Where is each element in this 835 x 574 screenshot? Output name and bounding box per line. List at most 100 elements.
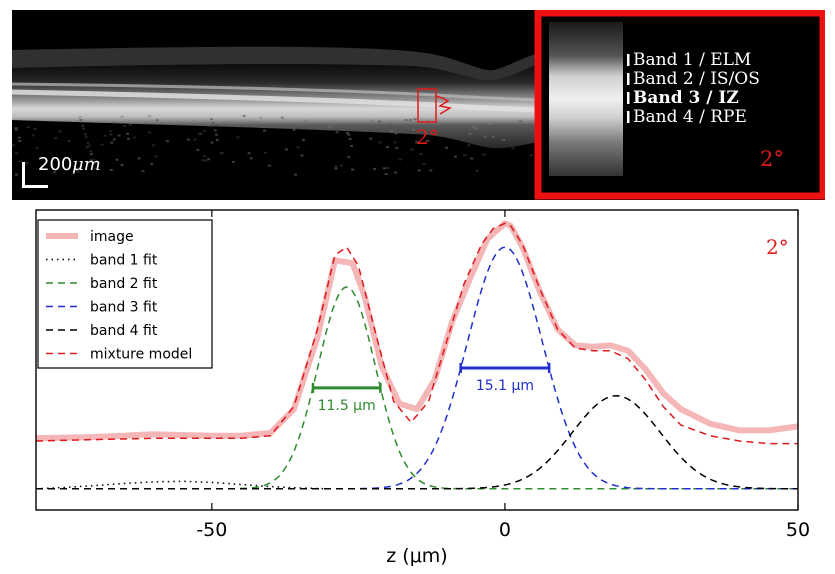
plot-frame [35,209,799,511]
speckle-dot [508,138,512,141]
scale-bar-value: 200 [38,154,72,175]
speckle-dot [491,135,495,138]
speckle-dot [369,137,373,140]
x-axis-label: z (μm) [386,545,447,567]
speckle-dot [340,164,344,167]
speckle-dot [263,129,267,132]
speckle-dot [394,132,398,135]
speckle-dot [207,158,211,161]
speckle-dot [79,119,83,122]
speckle-dot [76,170,80,173]
x-tick-label: -50 [196,519,227,541]
speckle-dot [369,119,373,122]
speckle-dot [89,153,93,156]
speckle-dot [378,120,382,123]
speckle-dot [128,123,132,126]
speckle-dot [203,155,207,158]
inset-band-3-label: Band 3 / IZ [633,88,739,108]
speckle-dot [472,126,476,128]
speckle-dot [100,143,104,146]
speckle-dot [215,133,218,136]
speckle-dot [529,154,533,157]
speckle-dot [112,122,116,125]
speckle-dot [54,137,58,140]
speckle-dot [280,116,284,119]
speckle-dot [394,171,397,174]
speckle-dot [408,131,412,134]
speckle-dot [334,165,338,168]
roi-box [417,88,437,123]
speckle-dot [33,127,37,130]
inset-band-1-label: Band 1 / ELM [633,50,751,70]
speckle-dot [292,128,296,131]
speckle-dot [108,130,112,133]
speckle-dot [91,158,95,161]
speckle-dot [393,141,397,144]
speckle-dot [12,144,16,147]
inset-label: 2° [760,147,784,171]
speckle-dot [422,162,426,165]
x-tick-label: 50 [786,519,810,541]
scale-bar: 200 μm [22,154,101,188]
speckle-dot [196,148,200,151]
speckle-dot [482,153,486,156]
speckle-dot [152,144,156,147]
speckle-dot [14,128,18,131]
fwhm-layer: 11.5 μm 15.1 μm [311,362,551,414]
speckle-dot [109,168,113,171]
speckle-dot [215,139,219,142]
speckle-dot [110,141,114,144]
speckle-dot [474,127,478,130]
speckle-dot [296,126,300,129]
speckle-dot [304,119,308,122]
speckle-dot [296,146,300,149]
speckle-dot [395,147,399,150]
speckle-dot [87,144,91,147]
speckle-dot [123,124,127,127]
series-layer [35,220,799,490]
speckle-dot [141,170,145,173]
speckle-dot [92,161,96,164]
speckle-dot [393,122,397,125]
series-line-band-1-fit [35,480,330,490]
legend: image band 1 fit band 2 fit band 3 fit band … [37,219,213,369]
speckle-dot [211,122,215,125]
legend-label: mixture model [90,347,192,363]
speckle-dot [31,134,35,137]
speckle-dot [58,130,62,133]
speckle-dot [26,126,30,128]
speckle-dot [416,141,419,144]
speckle-dot [242,115,246,117]
speckle-dot [52,171,56,174]
speckle-dot [14,127,18,130]
speckle-dot [259,116,263,119]
speckle-dot [463,154,467,157]
speckle-dot [115,158,119,161]
speckle-dot [83,133,87,136]
legend-label: image [90,229,134,245]
speckle-dot [415,140,419,143]
speckle-dot [15,152,18,155]
speckle-dot [328,126,332,128]
speckle-dot [204,159,208,162]
speckle-dot [350,144,353,147]
oct-image: 2° 200 μm Band 1 / ELM Band 2 / IS/OS Ba… [12,10,825,200]
speckle-dot [412,128,416,131]
speckle-dot [18,160,22,163]
legend-label: band 1 fit [90,253,158,269]
speckle-dot [154,155,158,158]
speckle-dot [82,127,85,130]
speckle-dot [89,150,92,153]
speckle-dot [81,124,85,127]
speckle-dot [483,135,487,138]
speckle-dot [137,157,141,160]
speckle-dot [67,140,71,143]
roi-profile-curve [435,95,453,115]
speckle-dot [410,148,414,151]
inset: Band 1 / ELM Band 2 / IS/OS Band 3 / IZ … [534,10,825,200]
chart-annotation: 2° [766,235,789,259]
speckle-dot [24,162,28,165]
speckle-dot [165,140,169,143]
speckle-dot [126,132,129,135]
x-axis: -50 0 50 [196,210,810,541]
